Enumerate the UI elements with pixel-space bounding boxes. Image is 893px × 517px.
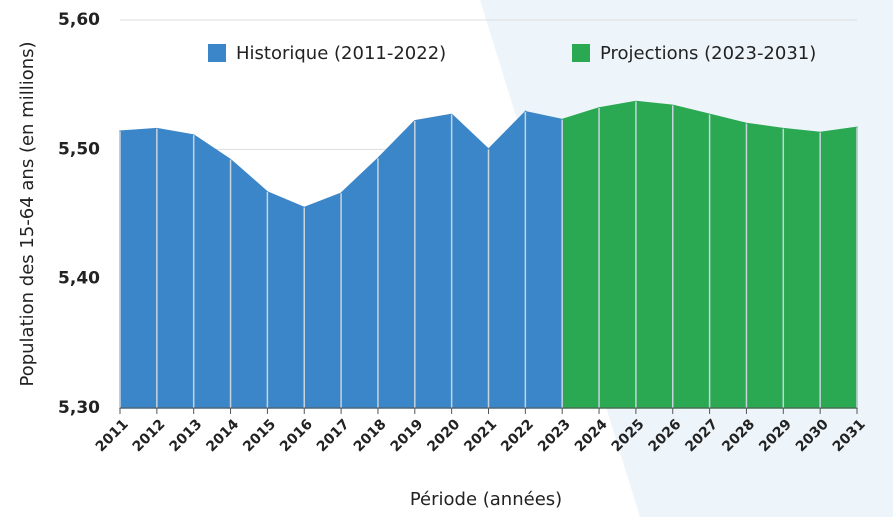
x-tick-label: 2018	[351, 416, 390, 455]
area	[119, 109, 527, 409]
x-tick-label: 2016	[277, 416, 316, 455]
legend-swatch	[208, 44, 226, 62]
legend-label: Historique (2011-2022)	[236, 43, 446, 64]
y-tick-label: 5,30	[58, 398, 100, 418]
x-tick-label: 2017	[314, 416, 353, 455]
x-tick-label: 2014	[203, 416, 242, 455]
area-bridge	[524, 110, 563, 409]
y-axis-title: Population des 15-64 ans (en millions)	[17, 41, 38, 386]
x-tick-label: 2021	[461, 416, 500, 455]
x-axis-title: Période (années)	[410, 489, 562, 510]
legend-label: Projections (2023-2031)	[600, 43, 816, 64]
x-tick-label: 2024	[572, 416, 611, 455]
legend-swatch	[572, 44, 590, 62]
x-tick-label: 2013	[166, 416, 205, 455]
x-tick-label: 2020	[424, 416, 463, 455]
y-tick-label: 5,40	[58, 269, 100, 289]
x-tick-label: 2023	[535, 416, 574, 455]
x-tick-label: 2012	[130, 416, 169, 455]
x-tick-label: 2011	[93, 416, 132, 455]
y-tick-label: 5,50	[58, 139, 100, 159]
y-tick-label: 5,60	[58, 10, 100, 30]
x-tick-label: 2019	[388, 416, 427, 455]
x-tick-label: 2022	[498, 416, 537, 455]
x-tick-label: 2015	[240, 416, 279, 455]
